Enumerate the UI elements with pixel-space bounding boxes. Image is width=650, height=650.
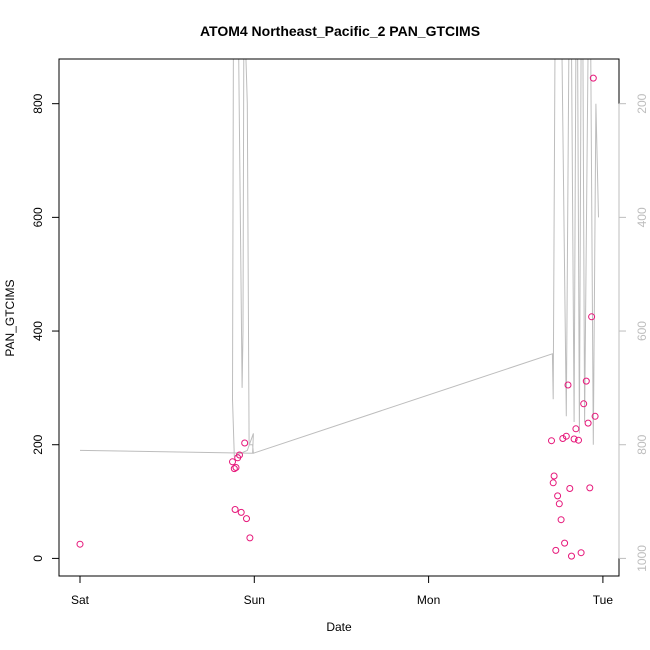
data-point xyxy=(557,516,565,524)
data-point xyxy=(575,436,582,444)
data-point xyxy=(572,425,580,433)
data-point xyxy=(232,464,240,471)
data-point xyxy=(230,465,238,473)
data-point xyxy=(588,313,596,321)
data-point xyxy=(562,432,570,440)
data-point xyxy=(555,500,563,508)
secondary-series-line xyxy=(79,59,599,457)
y-tick-label: 400 xyxy=(31,321,45,341)
data-point xyxy=(577,549,585,557)
data-point xyxy=(580,400,588,408)
y-tick-label: 600 xyxy=(31,207,45,227)
x-tick-label: Tue xyxy=(593,593,614,607)
y2-tick-label: 200 xyxy=(635,93,649,113)
data-point xyxy=(559,435,567,442)
y2-tick-label: 800 xyxy=(635,434,649,454)
y2-tick-label: 600 xyxy=(635,321,649,341)
points-layer xyxy=(76,74,599,560)
data-point xyxy=(550,472,558,480)
data-point xyxy=(552,546,560,554)
x-tick-label: Mon xyxy=(417,593,440,607)
data-point xyxy=(570,435,578,443)
data-point xyxy=(76,540,84,548)
data-point xyxy=(237,508,245,516)
y2-axis-right: 200 400 600 800 1000 xyxy=(618,93,649,572)
data-point xyxy=(591,412,599,420)
data-point xyxy=(236,451,243,459)
data-point xyxy=(568,552,575,560)
data-point xyxy=(584,419,592,427)
y-tick-label: 800 xyxy=(31,93,45,113)
y-tick-label: 200 xyxy=(31,434,45,454)
data-point xyxy=(561,539,569,547)
x-tick-label: Sat xyxy=(71,593,90,607)
data-point xyxy=(564,381,572,389)
data-point xyxy=(548,437,555,445)
y2-tick-label: 1000 xyxy=(635,545,649,572)
data-point xyxy=(229,458,236,466)
chart-title: ATOM4 Northeast_Pacific_2 PAN_GTCIMS xyxy=(200,23,480,39)
data-point xyxy=(549,479,557,487)
data-point xyxy=(241,439,249,447)
data-point xyxy=(243,515,250,523)
y-axis-label: PAN_GTCIMS xyxy=(3,279,17,356)
data-point xyxy=(246,534,254,542)
data-point xyxy=(589,74,597,82)
data-point xyxy=(566,485,574,492)
data-point xyxy=(554,492,562,500)
x-tick-label: Sun xyxy=(244,593,265,607)
x-axis-label: Date xyxy=(326,620,352,634)
x-axis: Sat Sun Mon Tue xyxy=(71,575,614,607)
data-point xyxy=(586,484,594,492)
data-point xyxy=(582,377,590,385)
secondary-line-layer xyxy=(79,59,599,457)
y-tick-label: 0 xyxy=(31,555,45,562)
data-point xyxy=(231,506,239,513)
y2-tick-label: 400 xyxy=(635,207,649,227)
plot-frame xyxy=(58,58,620,577)
y-axis: 0 200 400 600 800 xyxy=(31,93,60,562)
